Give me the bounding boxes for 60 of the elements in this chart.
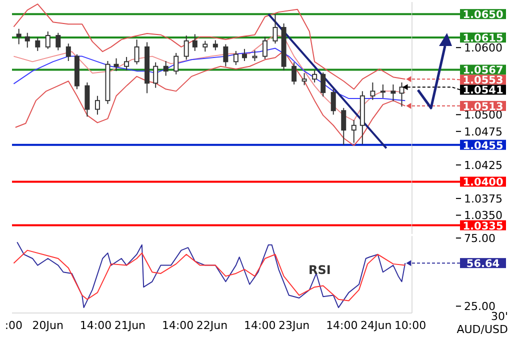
x-tick-label: 14:00 <box>326 318 358 332</box>
candlestick <box>330 88 336 116</box>
candlestick <box>114 58 119 72</box>
candlestick <box>242 48 247 62</box>
x-tick-label: :00 <box>4 318 23 332</box>
candlestick <box>233 50 238 66</box>
y-tick-label: 75.00 <box>464 232 496 246</box>
candlestick <box>35 37 40 52</box>
candlestick <box>45 31 50 50</box>
candlestick <box>84 82 90 118</box>
x-tick-label: 10:00 <box>394 318 426 332</box>
candlestick <box>223 44 228 67</box>
candlestick <box>163 60 168 76</box>
candlestick <box>202 40 208 52</box>
candlestick <box>153 62 158 88</box>
x-tick-label: 22Jun <box>196 318 228 332</box>
candlestick <box>16 28 22 45</box>
ref-line-label: 1.0400 <box>462 176 504 189</box>
candlestick <box>292 62 297 85</box>
candlestick <box>94 95 100 116</box>
candlestick <box>192 34 198 52</box>
ref-line-label: 1.0650 <box>462 9 504 22</box>
text: AUD/USD <box>456 323 508 336</box>
candlestick <box>184 35 189 60</box>
ref-line-label: 1.0455 <box>462 140 504 152</box>
candlestick <box>262 36 268 60</box>
series-label: RSI <box>308 262 331 277</box>
candlestick <box>341 107 346 146</box>
annotation: 1.0541 <box>462 84 504 97</box>
x-tick-label: 20Jun <box>32 318 64 332</box>
candlestick <box>390 84 396 102</box>
x-tick-label: 14:00 <box>80 318 112 332</box>
candlestick <box>380 84 386 98</box>
y-tick-label: 1.0375 <box>464 192 502 206</box>
candlestick <box>272 14 278 44</box>
x-tick-label: 21Jun <box>114 318 146 332</box>
candlestick <box>212 40 218 51</box>
y-tick-label: 1.0425 <box>464 158 502 172</box>
candlestick <box>312 70 318 83</box>
y-tick-label: 1.0475 <box>464 125 502 138</box>
x-tick-label: 14:00 <box>162 318 194 332</box>
candlestick <box>252 50 258 62</box>
y-tick-label: 1.0350 <box>464 209 502 222</box>
candlestick <box>66 43 71 62</box>
x-tick-label: 14:00 <box>244 318 276 332</box>
candlestick <box>56 32 61 51</box>
ref-line-label: 1.0335 <box>462 220 504 232</box>
ref-line-label: 1.0567 <box>462 64 504 77</box>
candlestick <box>320 72 326 98</box>
x-tick-label: 24Jun <box>360 318 392 332</box>
candlestick <box>124 56 130 71</box>
annotation: 1.0553 <box>462 74 504 87</box>
candlestick <box>24 32 30 48</box>
x-tick-label: 23Jun <box>278 318 310 332</box>
annotation: 56.64 <box>466 258 500 270</box>
candlestick <box>302 72 307 86</box>
candlestick <box>174 52 179 75</box>
candlestick <box>134 39 140 65</box>
candlestick <box>351 120 356 144</box>
candlestick <box>370 82 376 100</box>
